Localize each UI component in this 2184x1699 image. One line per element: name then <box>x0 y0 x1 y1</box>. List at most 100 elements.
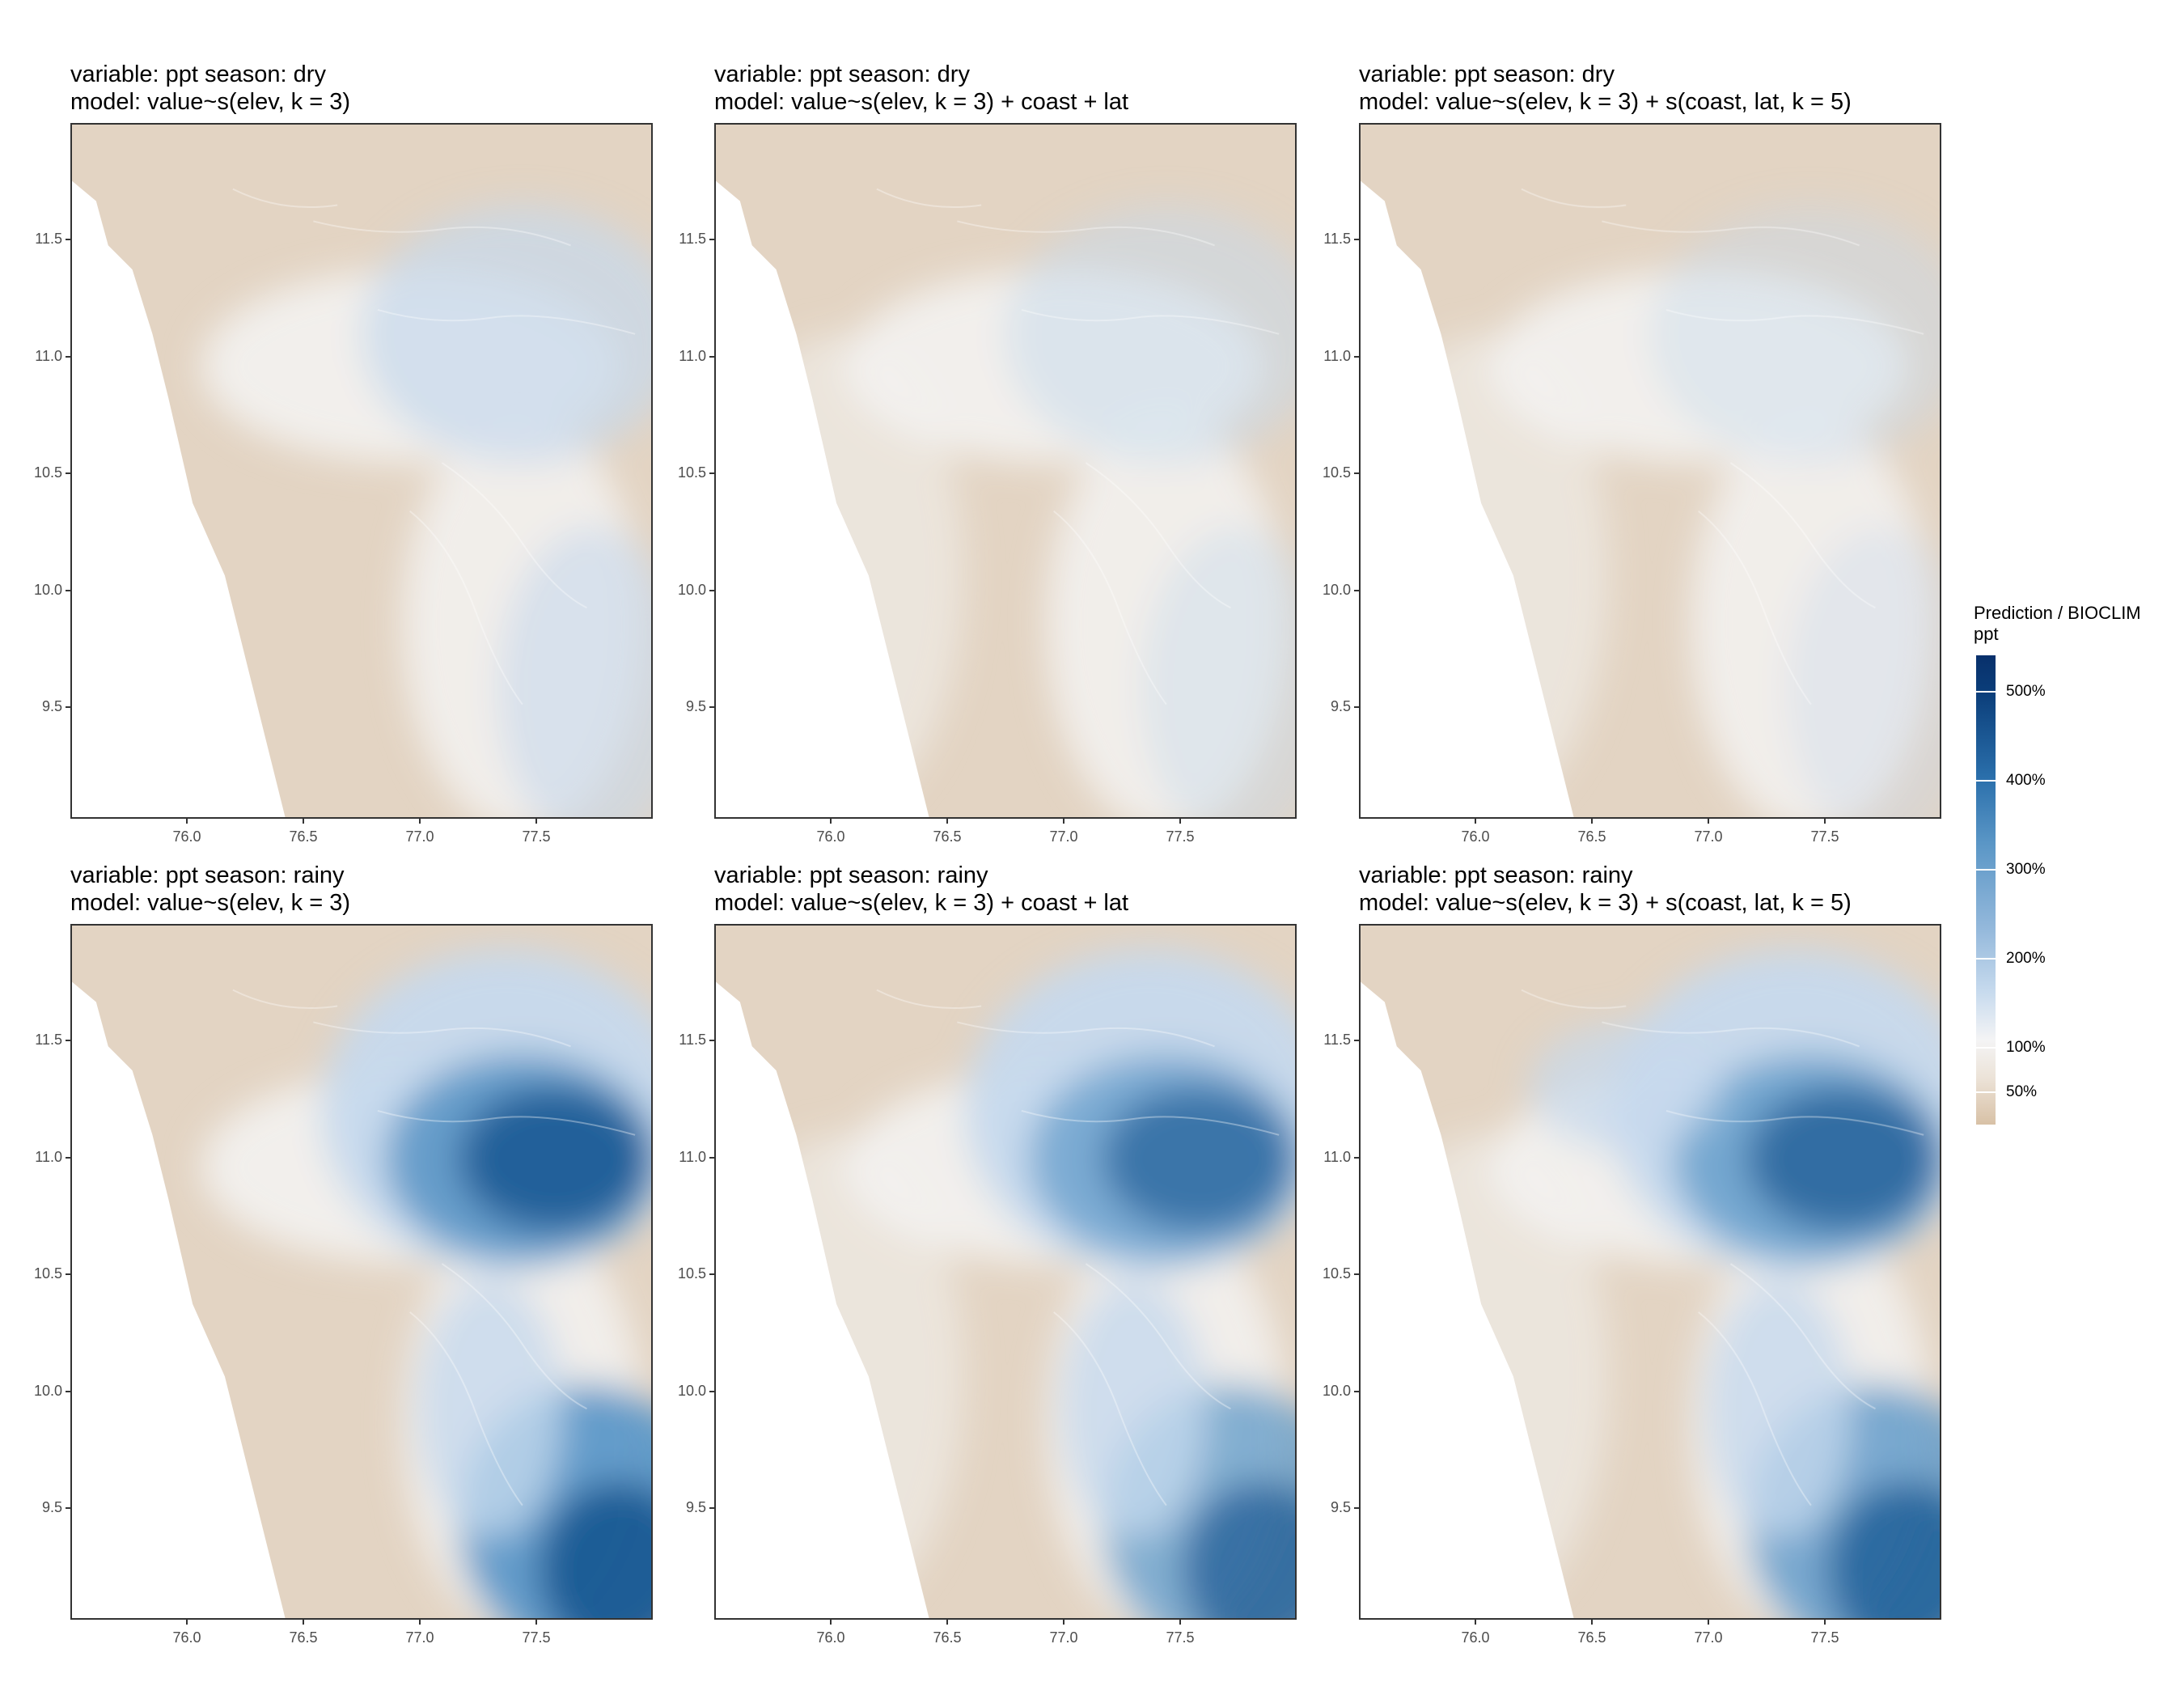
panel-model-label: model: value~s(elev, k = 3) <box>70 89 351 115</box>
y-tick-mark <box>709 706 714 708</box>
x-tick-label: 76.0 <box>172 1629 201 1646</box>
legend-tick <box>1976 1091 1996 1093</box>
x-tick-mark <box>419 1620 421 1625</box>
x-tick-label: 76.5 <box>1577 828 1606 845</box>
map-raster <box>1361 926 1940 1618</box>
y-tick-mark <box>1354 356 1359 358</box>
map-raster <box>1361 125 1940 817</box>
x-tick-label: 76.5 <box>289 1629 318 1646</box>
panel-title: variable: ppt season: dry model: value~s(… <box>70 61 350 116</box>
panel-variable-label: variable: ppt season: dry <box>1359 61 1615 87</box>
y-tick-label: 10.0 <box>33 582 62 598</box>
legend-title-line2: ppt <box>1974 624 1999 644</box>
panel-variable-label: variable: ppt season: dry <box>714 61 970 87</box>
x-tick-label: 77.0 <box>1049 1629 1078 1646</box>
legend-title: Prediction / BIOCLIM ppt <box>1974 603 2141 645</box>
panel-variable-label: variable: ppt season: rainy <box>714 862 988 888</box>
y-tick-label: 10.0 <box>677 1383 706 1399</box>
panel-variable-label: variable: ppt season: dry <box>70 61 326 87</box>
x-tick-label: 77.5 <box>1810 828 1839 845</box>
y-tick-label: 11.0 <box>35 1149 62 1165</box>
x-tick-mark <box>303 1620 304 1625</box>
y-tick-label: 10.5 <box>677 1265 706 1282</box>
x-tick-mark <box>1179 819 1181 824</box>
x-tick-mark <box>1824 819 1826 824</box>
panel-variable-label: variable: ppt season: rainy <box>70 862 345 888</box>
y-tick-label: 11.5 <box>1323 1032 1351 1048</box>
y-tick-label: 11.5 <box>35 231 62 247</box>
x-tick-mark <box>186 819 188 824</box>
y-tick-mark <box>1354 239 1359 240</box>
panel-title: variable: ppt season: rainy model: value~… <box>714 862 1128 917</box>
y-tick-label: 11.0 <box>35 348 62 364</box>
map-raster <box>72 125 651 817</box>
y-tick-label: 11.5 <box>679 1032 706 1048</box>
legend-label: 100% <box>2006 1039 2046 1056</box>
map-panel <box>1359 123 1941 819</box>
y-tick-label: 9.5 <box>41 698 62 714</box>
map-panel <box>70 123 653 819</box>
x-tick-mark <box>1475 819 1476 824</box>
panel-model-label: model: value~s(elev, k = 3) <box>70 890 351 916</box>
y-tick-label: 11.0 <box>1323 348 1351 364</box>
y-tick-label: 9.5 <box>685 698 706 714</box>
y-tick-mark <box>709 1273 714 1275</box>
x-tick-label: 76.5 <box>1577 1629 1606 1646</box>
x-tick-label: 76.5 <box>933 1629 962 1646</box>
legend-label: 50% <box>2006 1083 2038 1100</box>
y-tick-label: 9.5 <box>41 1499 62 1515</box>
y-tick-mark <box>709 1507 714 1509</box>
map-panel <box>714 924 1297 1620</box>
y-tick-mark <box>709 239 714 240</box>
x-tick-label: 77.5 <box>1810 1629 1839 1646</box>
panel-model-label: model: value~s(elev, k = 3) + s(coast, l… <box>1359 89 1852 115</box>
y-tick-label: 11.0 <box>679 1149 706 1165</box>
x-tick-label: 77.0 <box>1694 1629 1723 1646</box>
y-tick-mark <box>66 1040 70 1041</box>
y-tick-mark <box>1354 472 1359 474</box>
y-tick-mark <box>1354 1273 1359 1275</box>
x-tick-mark <box>1591 819 1593 824</box>
y-tick-label: 10.0 <box>33 1383 62 1399</box>
y-tick-mark <box>709 1040 714 1041</box>
x-tick-mark <box>535 1620 537 1625</box>
color-legend: Prediction / BIOCLIM ppt 500% 400% 300% 200… <box>1974 603 2176 1153</box>
x-tick-label: 77.5 <box>522 1629 551 1646</box>
y-tick-mark <box>709 472 714 474</box>
y-tick-label: 10.5 <box>677 464 706 481</box>
y-tick-mark <box>709 1157 714 1159</box>
map-panel <box>70 924 653 1620</box>
x-tick-mark <box>1063 1620 1064 1625</box>
legend-label: 200% <box>2006 950 2046 967</box>
y-tick-label: 11.5 <box>679 231 706 247</box>
x-tick-mark <box>1708 1620 1709 1625</box>
x-tick-mark <box>830 819 832 824</box>
panel-model-label: model: value~s(elev, k = 3) + coast + la… <box>714 890 1129 916</box>
map-raster <box>716 926 1295 1618</box>
y-tick-label: 10.0 <box>1322 1383 1351 1399</box>
x-tick-mark <box>946 819 948 824</box>
x-tick-label: 76.0 <box>1461 1629 1490 1646</box>
map-raster <box>716 125 1295 817</box>
y-tick-label: 10.5 <box>1322 1265 1351 1282</box>
legend-label: 300% <box>2006 861 2046 878</box>
x-tick-label: 76.0 <box>172 828 201 845</box>
panel-model-label: model: value~s(elev, k = 3) + coast + la… <box>714 89 1129 115</box>
x-tick-label: 76.0 <box>1461 828 1490 845</box>
x-tick-mark <box>1475 1620 1476 1625</box>
y-tick-mark <box>1354 1157 1359 1159</box>
y-tick-mark <box>709 590 714 591</box>
y-tick-mark <box>1354 590 1359 591</box>
legend-title-line1: Prediction / BIOCLIM <box>1974 603 2141 623</box>
y-tick-mark <box>1354 1507 1359 1509</box>
x-tick-label: 76.0 <box>816 1629 845 1646</box>
y-tick-mark <box>66 1157 70 1159</box>
y-tick-label: 11.5 <box>1323 231 1351 247</box>
legend-colorbar <box>1976 655 1996 1125</box>
x-tick-label: 77.0 <box>405 1629 434 1646</box>
x-tick-mark <box>830 1620 832 1625</box>
map-panel <box>714 123 1297 819</box>
x-tick-label: 76.5 <box>933 828 962 845</box>
legend-tick <box>1976 1047 1996 1049</box>
